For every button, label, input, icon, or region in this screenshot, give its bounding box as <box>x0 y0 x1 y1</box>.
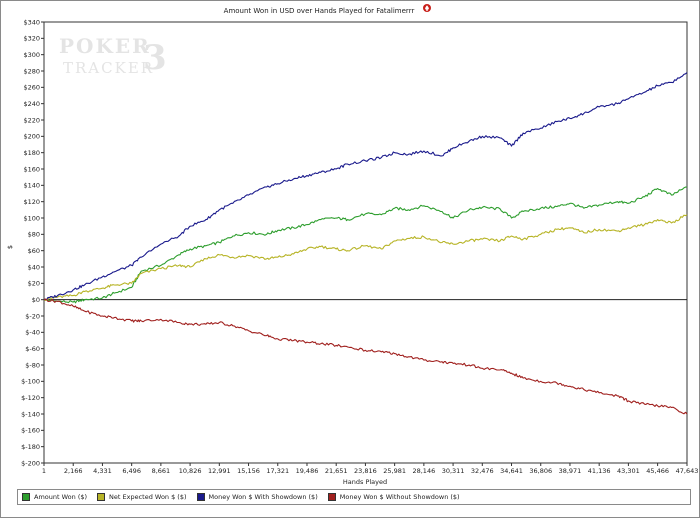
y-tick-label: $300 <box>23 51 40 59</box>
y-tick-label: $-100 <box>21 378 40 386</box>
y-tick-label: $60 <box>28 247 40 255</box>
x-tick-label: 38,971 <box>559 467 582 475</box>
y-tick-label: $-60 <box>25 345 40 353</box>
x-tick-label: 30,311 <box>442 467 465 475</box>
y-tick-label: $340 <box>23 18 40 26</box>
x-tick-label: 19,486 <box>296 467 319 475</box>
chart: POKER TRACKER 3 Amount Won in USD over H… <box>6 4 699 486</box>
title-spade-icon <box>423 4 431 12</box>
x-tick-label: 36,806 <box>529 467 552 475</box>
x-tick-label: 8,661 <box>152 467 171 475</box>
x-tick-label: 25,981 <box>383 467 406 475</box>
x-tick-label: 10,826 <box>179 467 202 475</box>
x-axis-title: Hands Played <box>343 478 387 486</box>
legend-label: Money Won $ Without Showdown ($) <box>339 493 460 501</box>
y-tick-label: $-80 <box>25 361 40 369</box>
y-tick-label: $-120 <box>21 394 40 402</box>
y-axis-title: $ <box>6 245 14 249</box>
x-tick-label: 34,641 <box>500 467 523 475</box>
series-line-2 <box>43 214 688 302</box>
x-tick-label: 41,136 <box>588 467 611 475</box>
y-tick-label: $100 <box>23 214 40 222</box>
x-tick-label: 4,331 <box>93 467 112 475</box>
legend-item-with-showdown: Money Won $ With Showdown ($) <box>196 493 318 501</box>
y-tick-label: $180 <box>23 149 40 157</box>
series-line-3 <box>43 72 688 301</box>
x-tick-label: 6,496 <box>122 467 141 475</box>
legend-item-net-expected-won: Net Expected Won $ ($) <box>97 493 187 501</box>
svg-text:3: 3 <box>143 38 169 78</box>
x-tick-label: 1 <box>42 467 46 475</box>
x-tick-label: 15,156 <box>237 467 260 475</box>
y-tick-label: $40 <box>28 263 40 271</box>
y-tick-label: $220 <box>23 116 40 124</box>
legend-label: Amount Won ($) <box>34 493 88 501</box>
legend-item-amount-won: Amount Won ($) <box>22 493 87 501</box>
legend-swatch <box>97 493 106 501</box>
series-line-1 <box>43 186 688 304</box>
legend-swatch <box>196 493 205 501</box>
x-tick-label: 12,991 <box>208 467 231 475</box>
svg-text:POKER: POKER <box>59 34 151 58</box>
x-tick-label: 2,166 <box>64 467 83 475</box>
x-tick-label: 21,651 <box>325 467 348 475</box>
legend-swatch <box>327 493 336 501</box>
y-tick-label: $200 <box>23 133 40 141</box>
y-tick-label: $-20 <box>25 312 40 320</box>
y-tick-label: $160 <box>23 165 40 173</box>
plot-area-border <box>43 21 688 464</box>
watermark-logo: POKER TRACKER 3 <box>59 34 169 78</box>
y-tick-label: $120 <box>23 198 40 206</box>
y-tick-label: $-140 <box>21 410 40 418</box>
x-tick-label: 45,466 <box>646 467 669 475</box>
y-tick-label: $-160 <box>21 427 40 435</box>
legend-label: Money Won $ With Showdown ($) <box>208 493 318 501</box>
chart-title: Amount Won in USD over Hands Played for … <box>224 7 415 15</box>
x-tick-label: 28,146 <box>412 467 435 475</box>
y-tick-label: $320 <box>23 35 40 43</box>
x-tick-label: 17,321 <box>266 467 289 475</box>
x-tick-label: 23,816 <box>354 467 377 475</box>
legend-item-without-showdown: Money Won $ Without Showdown ($) <box>327 493 460 501</box>
y-tick-label: $20 <box>28 280 40 288</box>
x-tick-label: 32,476 <box>471 467 494 475</box>
svg-text:TRACKER: TRACKER <box>63 59 154 77</box>
x-tick-label: 47,643 <box>676 467 699 475</box>
legend-swatch <box>22 493 30 501</box>
series-line-4 <box>43 298 688 415</box>
y-tick-label: $140 <box>23 182 40 190</box>
y-tick-label: $240 <box>23 100 40 108</box>
legend-label: Net Expected Won $ ($) <box>109 493 187 501</box>
y-tick-label: $80 <box>28 231 40 239</box>
y-tick-label: $0 <box>32 296 40 304</box>
y-tick-label: $-40 <box>25 329 40 337</box>
y-tick-label: $-200 <box>21 459 40 467</box>
legend: Amount Won ($) Net Expected Won $ ($) Mo… <box>17 489 691 505</box>
y-tick-label: $260 <box>23 84 40 92</box>
y-tick-label: $-180 <box>21 443 40 451</box>
x-tick-label: 43,301 <box>617 467 640 475</box>
y-tick-label: $280 <box>23 67 40 75</box>
